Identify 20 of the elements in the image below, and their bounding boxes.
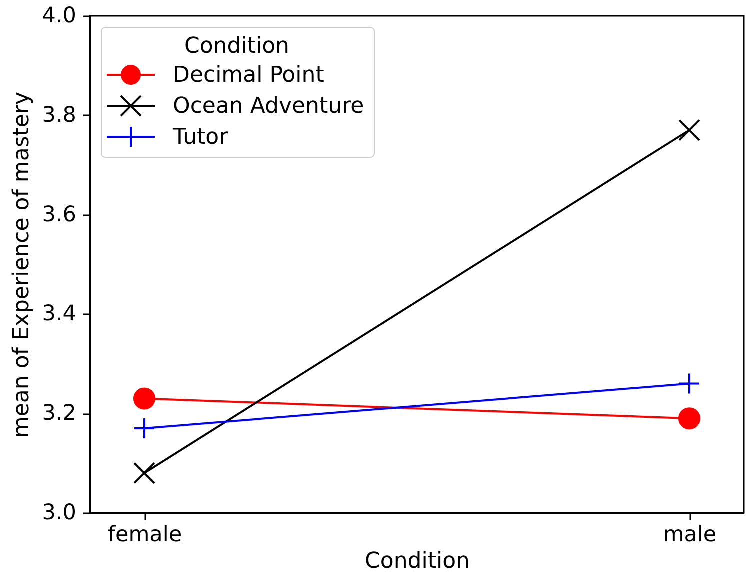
point: [678, 408, 700, 430]
x-tick-label: female: [108, 522, 182, 548]
y-tick-label: 3.4: [42, 302, 76, 327]
y-tick-label: 3.2: [42, 401, 76, 426]
point: [134, 388, 156, 410]
legend-title: Condition: [184, 34, 290, 59]
y-tick-label: 3.6: [42, 202, 76, 228]
x-axis-title: Condition: [365, 549, 470, 573]
legend-label: Decimal Point: [173, 63, 325, 88]
point: [678, 372, 700, 395]
y-tick-label: 4.0: [42, 4, 76, 28]
point: [678, 119, 700, 142]
y-axis-title: mean of Experience of mastery: [9, 92, 34, 438]
point: [134, 418, 156, 440]
x-tick-label: male: [663, 522, 717, 548]
legend-label: Tutor: [172, 125, 230, 150]
y-tick-label: 3.0: [42, 500, 76, 526]
point: [134, 462, 156, 484]
y-tick-label: 3.8: [42, 102, 76, 128]
legend-label: Ocean Adventure: [173, 94, 364, 119]
